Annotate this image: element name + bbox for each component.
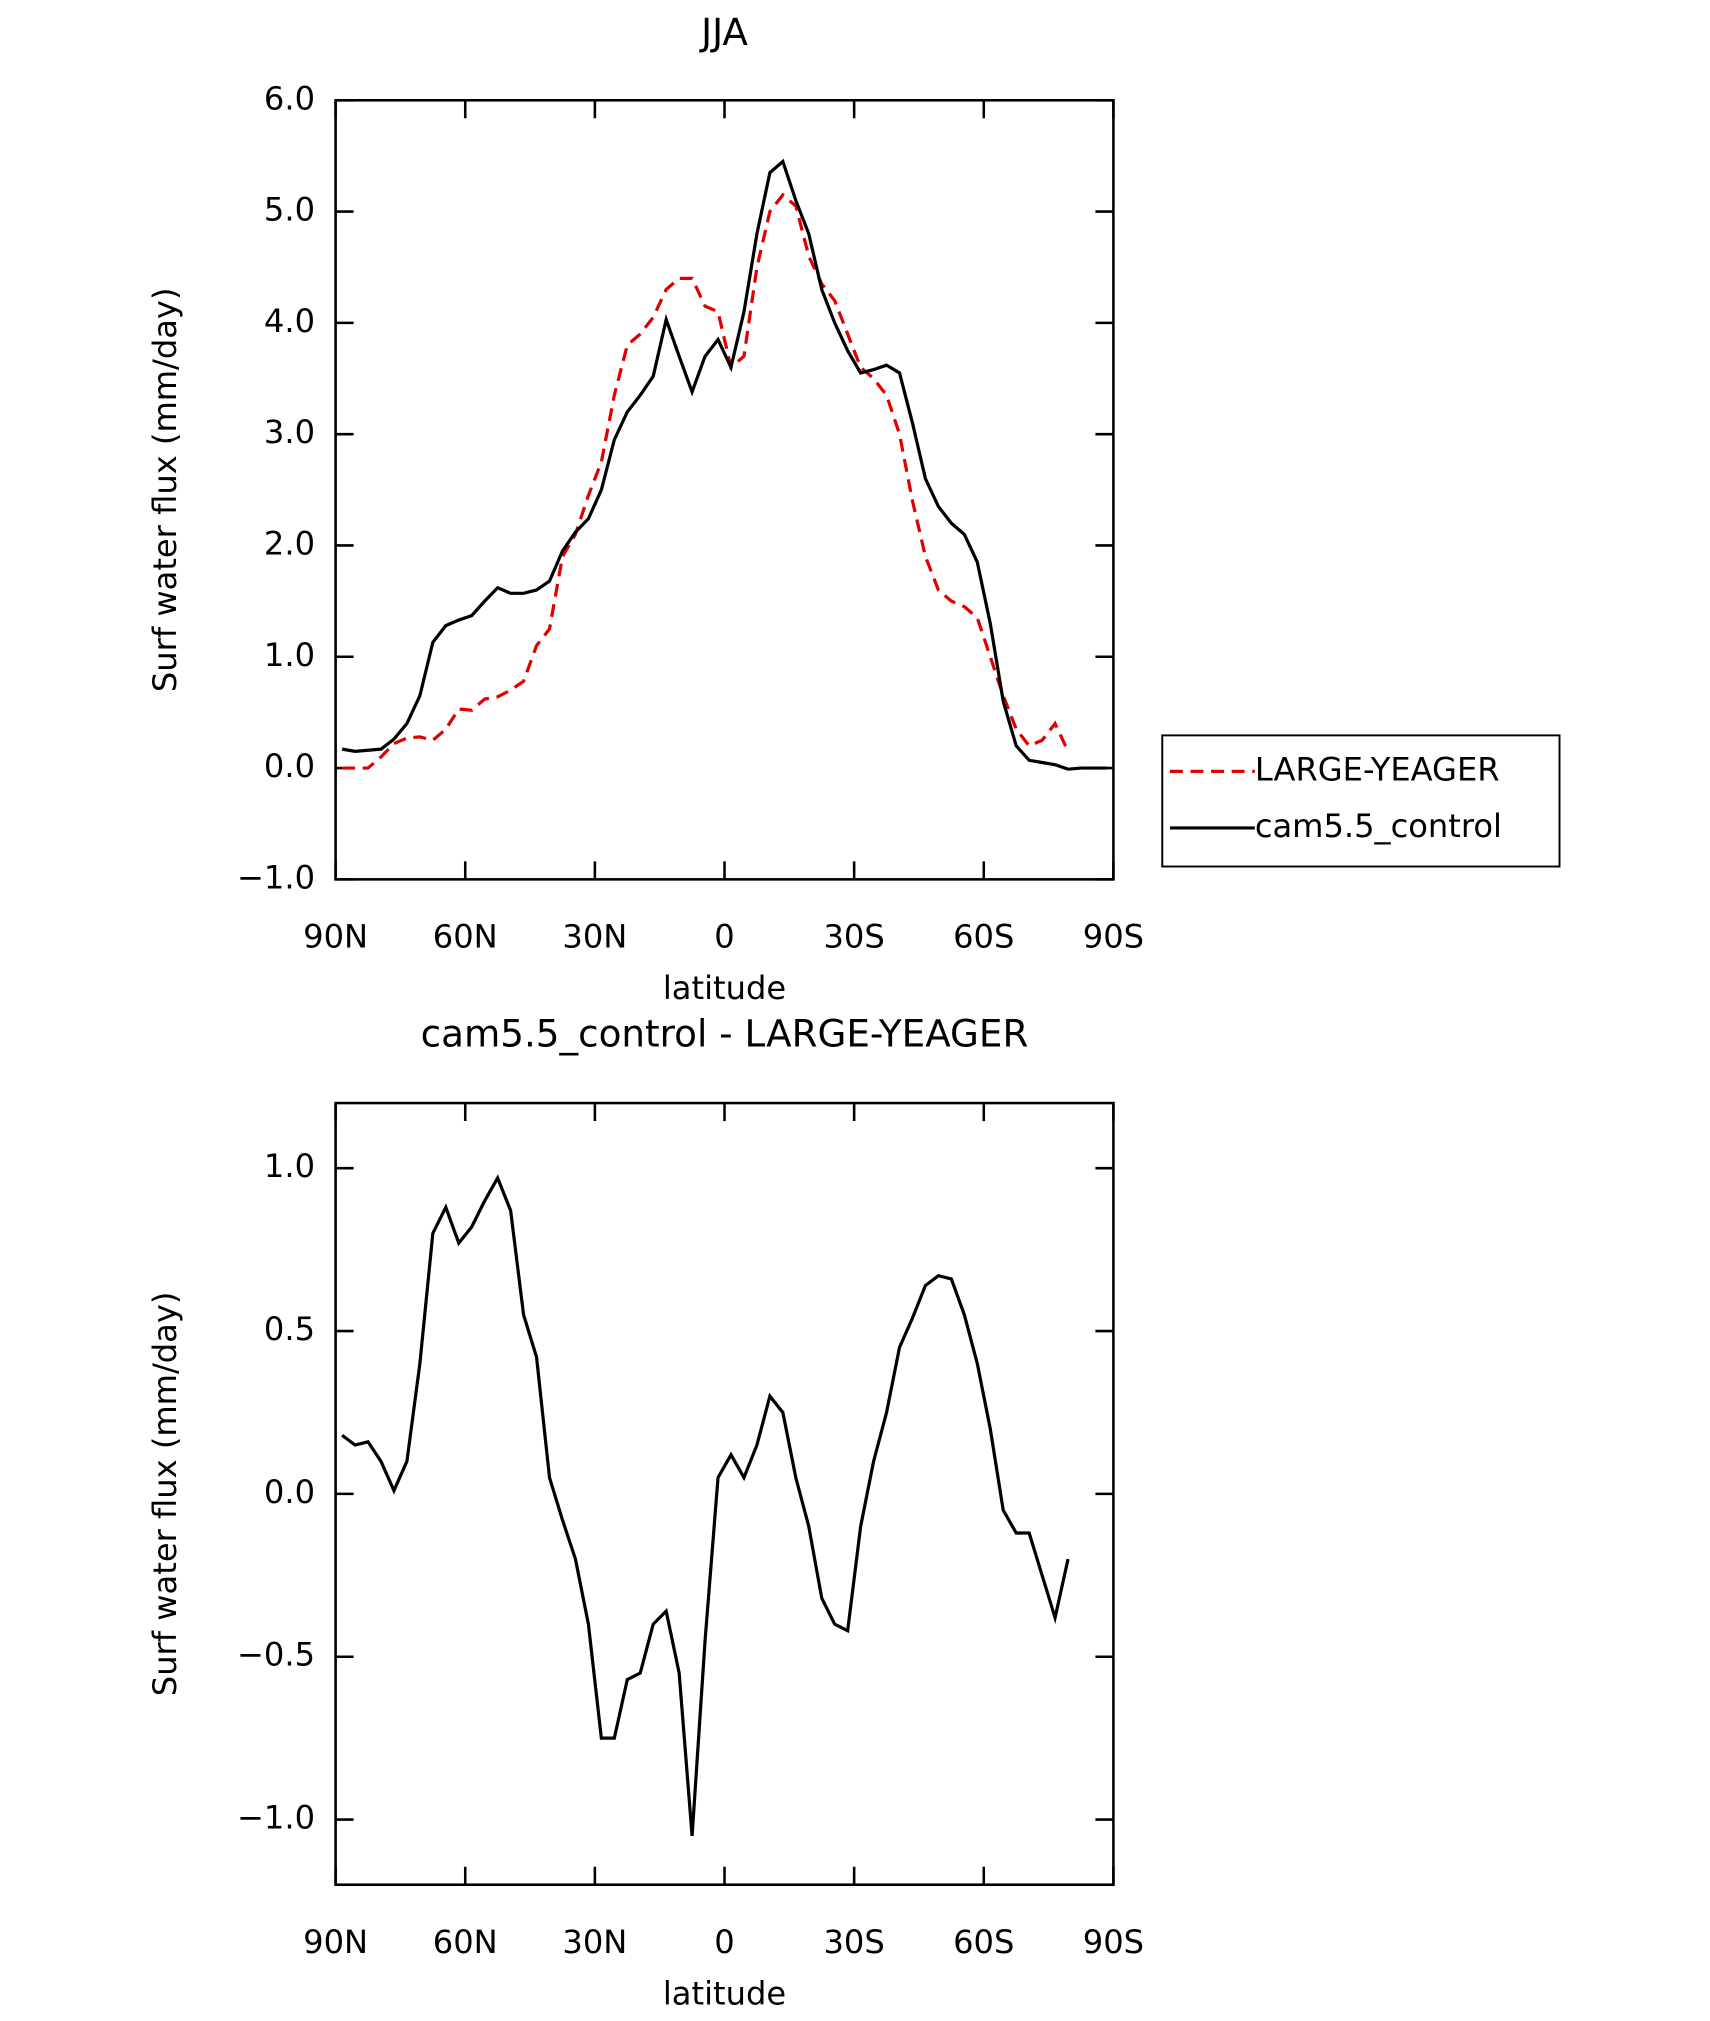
y-tick-label: −1.0 <box>237 1799 315 1837</box>
y-tick-label: 0.5 <box>264 1310 315 1348</box>
y-axis-label: Surf water flux (mm/day) <box>146 1292 184 1697</box>
plot-frame <box>334 1101 1115 1887</box>
y-tick-label: 4.0 <box>264 302 315 340</box>
y-tick-label: 3.0 <box>264 413 315 451</box>
x-tick-label: 60N <box>433 918 498 956</box>
chart-panel: cam5.5_control - LARGE-YEAGER −1.0 −0.5 0.0… <box>146 1012 1144 2013</box>
data-line <box>341 158 1107 771</box>
x-tick-label: 0 <box>714 918 734 956</box>
legend-label: cam5.5_control <box>1255 807 1502 845</box>
plot-frame <box>334 98 1115 881</box>
x-tick-label: 60S <box>953 1923 1014 1961</box>
y-tick-label: 5.0 <box>264 191 315 229</box>
y-tick-label: 0.0 <box>264 747 315 785</box>
data-line <box>341 1174 1070 1836</box>
x-tick-label: 90S <box>1083 918 1144 956</box>
x-tick-label: 90S <box>1083 1923 1144 1961</box>
chart-title: JJA <box>699 10 748 54</box>
chart-panel: JJA −1.0 0.0 1.0 2.0 3.0 4.0 5.0 6.0 90N 60N 30N 0 30… <box>146 10 1561 1007</box>
x-tick-label: 30S <box>824 918 885 956</box>
y-tick-label: −0.5 <box>237 1636 315 1674</box>
x-tick-label: 60N <box>433 1923 498 1961</box>
x-tick-label: 30S <box>824 1923 885 1961</box>
x-tick-label: 0 <box>714 1923 734 1961</box>
x-axis-label: latitude <box>663 1974 786 2012</box>
y-tick-label: −1.0 <box>237 858 315 896</box>
y-axis-label: Surf water flux (mm/day) <box>146 288 184 693</box>
y-tick-label: 1.0 <box>264 1147 315 1185</box>
legend-box <box>1161 734 1561 868</box>
x-tick-label: 30N <box>562 918 627 956</box>
y-tick-label: 0.0 <box>264 1473 315 1511</box>
y-tick-label: 1.0 <box>264 636 315 674</box>
legend-label: LARGE-YEAGER <box>1255 750 1500 788</box>
x-axis-label: latitude <box>663 969 786 1007</box>
x-tick-label: 30N <box>562 1923 627 1961</box>
y-tick-label: 2.0 <box>264 524 315 562</box>
y-tick-label: 6.0 <box>264 79 315 117</box>
x-tick-label: 90N <box>303 918 368 956</box>
data-line <box>342 192 1070 770</box>
x-tick-label: 90N <box>303 1923 368 1961</box>
chart-title: cam5.5_control - LARGE-YEAGER <box>421 1012 1029 1056</box>
x-tick-label: 60S <box>953 918 1014 956</box>
